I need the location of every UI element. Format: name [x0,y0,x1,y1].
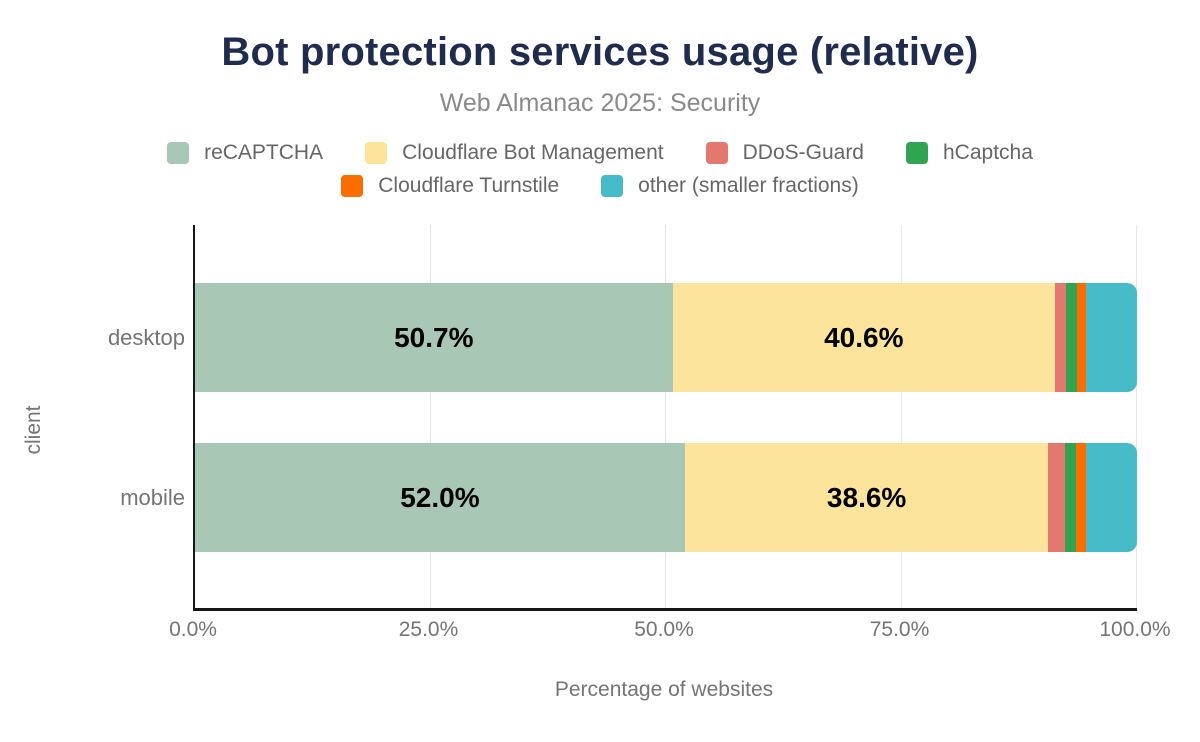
bar-value-label: 52.0% [400,481,480,513]
legend-swatch-cloudflare-bot-management [365,142,388,164]
legend-label: DDoS-Guard [742,141,864,164]
legend-item-ddos-guard: DDoS-Guard [705,141,864,165]
x-axis-ticks: 0.0% 25.0% 50.0% 75.0% 100.0% [169,618,1171,644]
x-tick-100: 100.0% [1099,618,1171,641]
legend-label: Cloudflare Turnstile [378,174,560,197]
legend-swatch-recaptcha [167,142,190,164]
bar-mobile: 52.0% 38.6% [195,443,1137,552]
legend-label: reCAPTCHA [204,141,324,164]
bar-segment-mobile-hcaptcha [1065,443,1076,552]
legend-label: hCaptcha [943,141,1033,164]
category-label-desktop: desktop [107,324,185,350]
bar-segment-desktop-cloudflare-bot-management: 40.6% [672,283,1056,392]
legend-swatch-hcaptcha [906,142,928,164]
gridline-50 [665,225,666,608]
bar-desktop: 50.7% 40.6% [195,283,1137,392]
legend-item-other-smaller-fractions: other (smaller fractions) [601,174,859,198]
plot-area: 50.7% 40.6% 52.0% 38.6% [193,225,1137,611]
legend-swatch-cloudflare-turnstile [341,175,364,197]
bar-value-label: 40.6% [824,321,904,353]
x-axis-title: Percentage of websites [554,678,774,701]
legend-row-1: reCAPTCHA Cloudflare Bot Management DDoS-G… [0,141,1200,165]
bar-segment-mobile-cloudflare-turnstile [1075,443,1087,552]
legend-label: Cloudflare Bot Management [402,141,664,164]
x-tick-0: 0.0% [169,618,217,641]
legend-swatch-other-smaller-fractions [601,175,624,197]
x-tick-25: 25.0% [398,618,459,641]
legend-item-cloudflare-turnstile: Cloudflare Turnstile [341,174,559,198]
legend: reCAPTCHA Cloudflare Bot Management DDoS-G… [0,141,1200,198]
bar-segment-desktop-other-smaller-fractions [1086,283,1137,392]
x-tick-75: 75.0% [869,618,930,641]
legend-item-recaptcha: reCAPTCHA [167,141,323,165]
gridline-25 [429,225,431,608]
bar-value-label: 38.6% [826,481,907,513]
y-axis-title: client [22,405,45,455]
bar-segment-mobile-recaptcha: 52.0% [195,443,685,552]
bar-segment-desktop-ddos-guard [1055,283,1067,392]
bar-value-label: 50.7% [394,321,474,353]
chart-title: Bot protection services usage (relative) [221,30,979,74]
bar-segment-desktop-hcaptcha [1066,283,1077,392]
legend-label: other (smaller fractions) [638,174,859,197]
legend-item-cloudflare-bot-management: Cloudflare Bot Management [365,141,664,165]
x-tick-50: 50.0% [634,618,694,641]
bar-segment-desktop-recaptcha: 50.7% [195,283,673,392]
bar-segment-desktop-cloudflare-turnstile [1076,283,1087,392]
bar-segment-mobile-cloudflare-bot-management: 38.6% [684,443,1049,552]
chart-subtitle: Web Almanac 2025: Security [439,89,761,117]
bar-segment-mobile-other-smaller-fractions [1086,443,1137,552]
legend-item-hcaptcha: hCaptcha [906,141,1033,165]
bar-segment-mobile-ddos-guard [1048,443,1066,552]
legend-row-2: Cloudflare Turnstile other (smaller fract… [0,174,1200,198]
legend-swatch-ddos-guard [705,142,728,164]
category-label-mobile: mobile [120,484,185,510]
gridline-100 [1136,225,1137,608]
gridline-75 [900,225,902,608]
